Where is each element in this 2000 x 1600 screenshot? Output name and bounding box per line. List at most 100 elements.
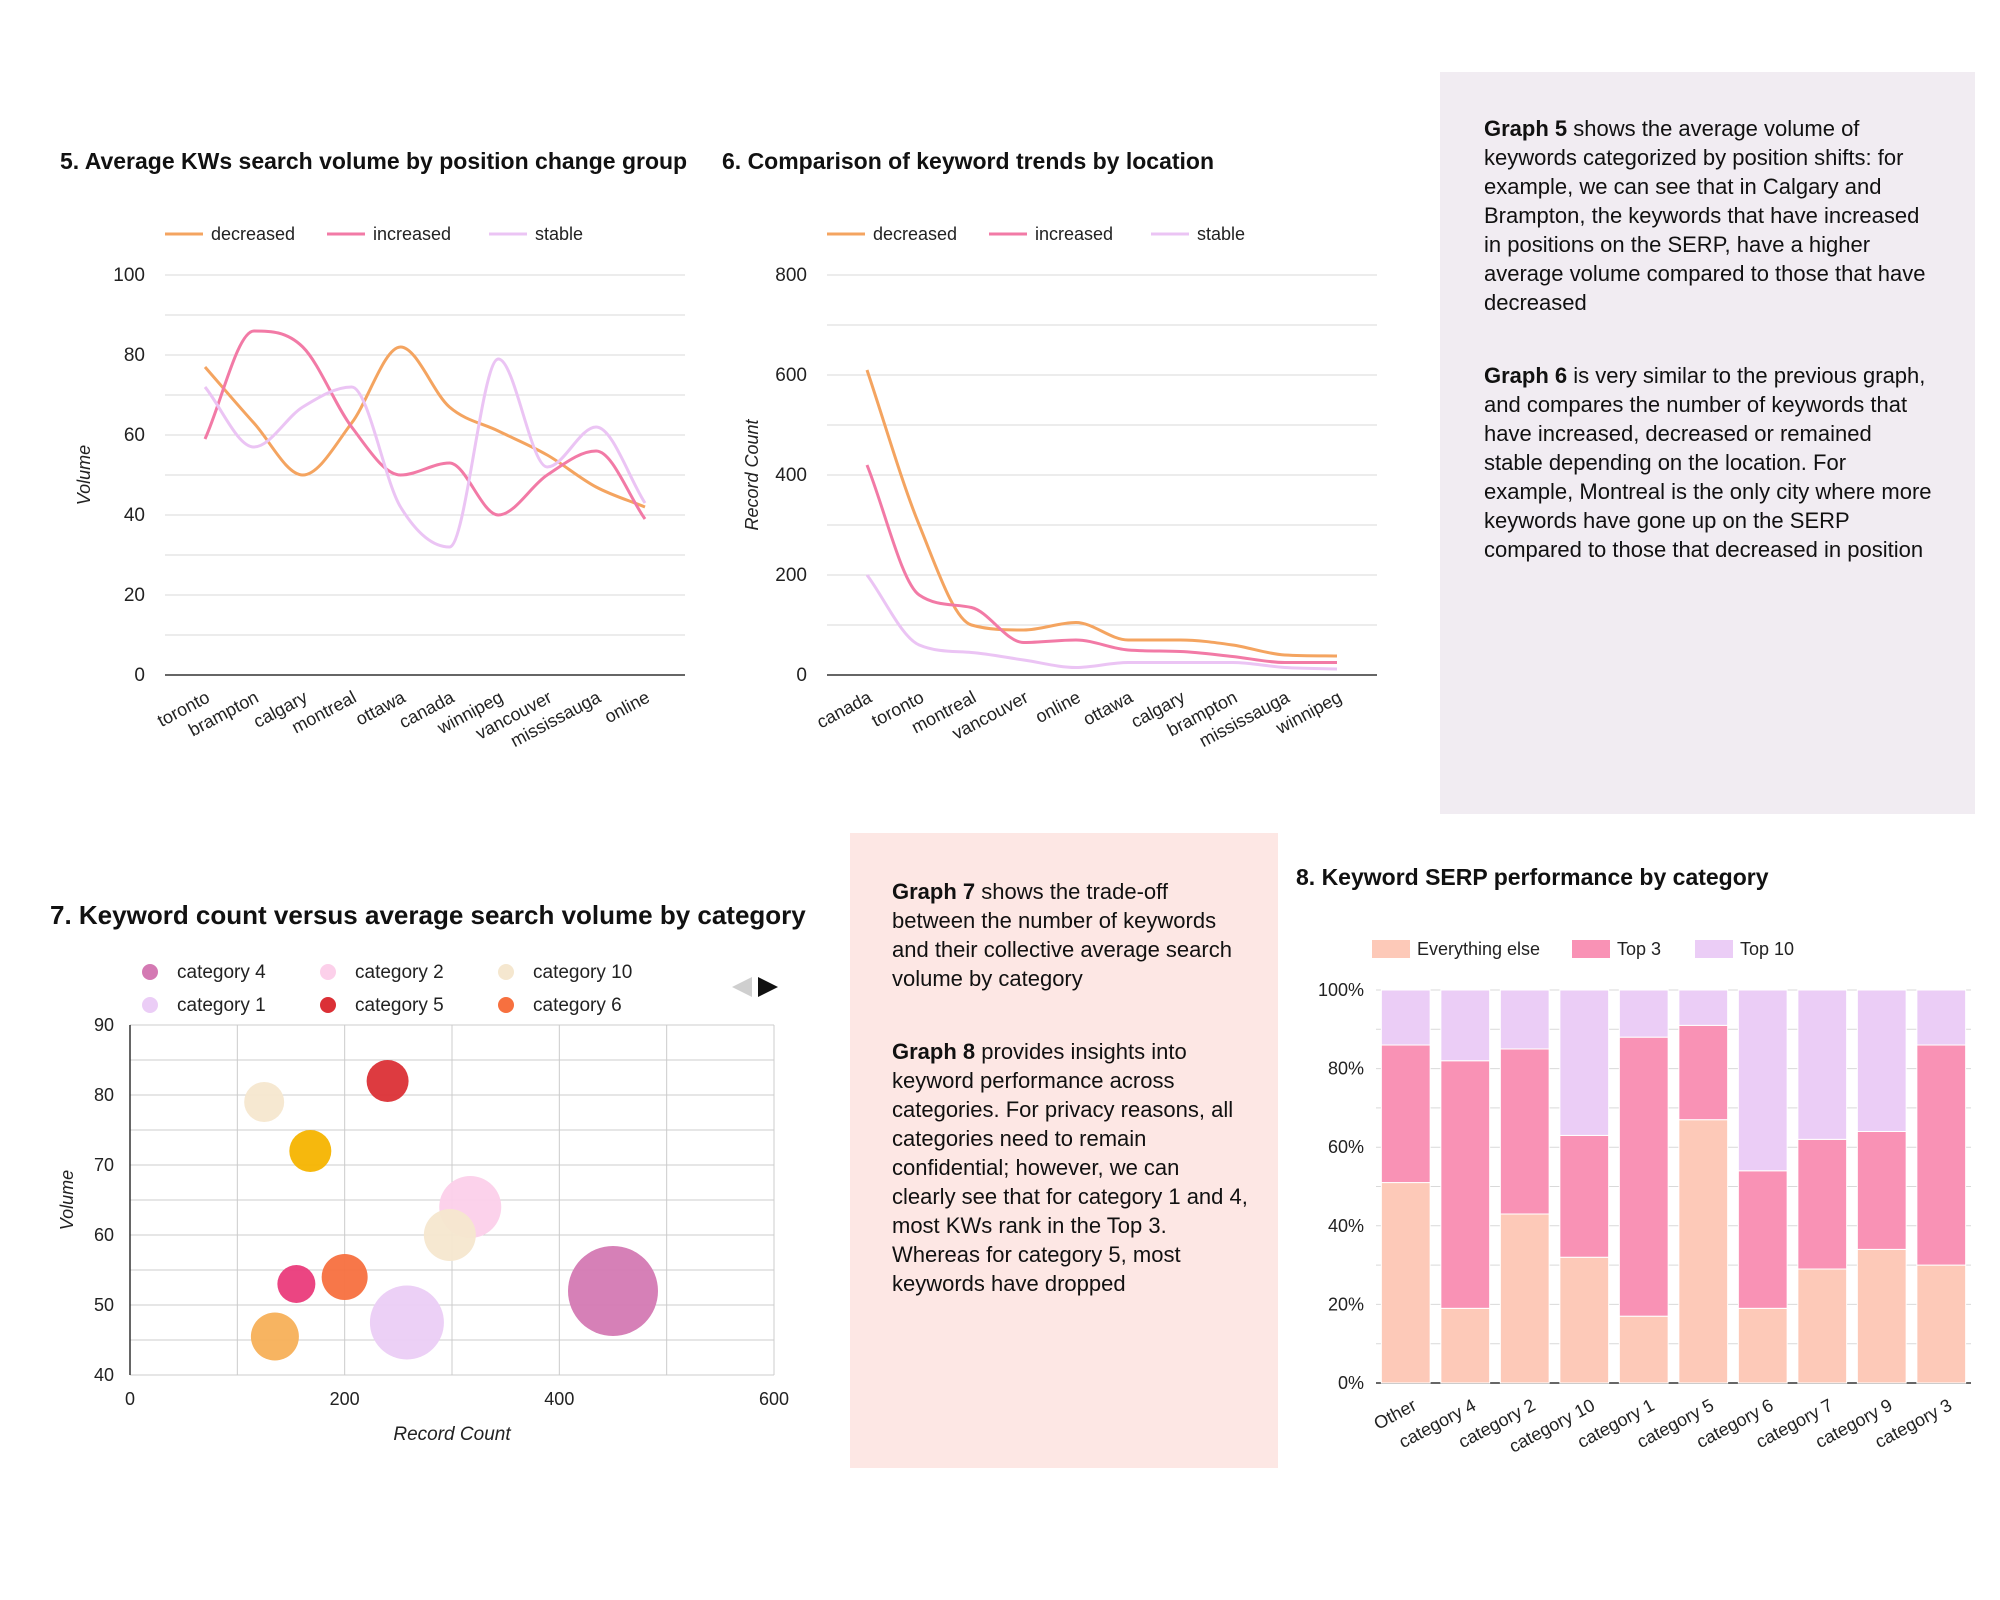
graph6-note: Graph 6 is very similar to the previous … — [1484, 361, 1933, 564]
chart8-bar-segment — [1797, 1268, 1848, 1384]
chart7-legend-swatch — [142, 997, 158, 1013]
graph8-note: Graph 8 provides insights into keyword p… — [892, 1037, 1248, 1298]
chart5-y-axis-label: Volume — [74, 445, 94, 505]
chart5-legend-label: stable — [535, 224, 583, 244]
graph5-note: Graph 5 shows the average volume of keyw… — [1484, 114, 1933, 317]
chart8-bar-segment — [1559, 1256, 1610, 1384]
graph5-6-notes: Graph 5 shows the average volume of keyw… — [1440, 72, 1975, 814]
chart7-bubble — [244, 1082, 285, 1122]
chart8-bar-segment — [1678, 1119, 1729, 1384]
chart5-y-tick-label: 20 — [124, 585, 145, 606]
chart6-y-tick-label: 400 — [775, 465, 807, 486]
chart8-bar-segment — [1678, 1024, 1729, 1121]
chart5-title: 5. Average KWs search volume by position… — [60, 148, 688, 174]
chart8-y-tick-label: 80% — [1328, 1059, 1364, 1079]
chart7-legend-label: category 1 — [177, 995, 266, 1016]
triangle-left-icon[interactable] — [732, 977, 752, 997]
chart7-bubble-chart: 40 50 60 70 80 90 0 200 400 600 Record Count Volume… — [57, 962, 789, 1445]
graph8-note-heading: Graph 8 — [892, 1039, 976, 1064]
chart7-x-axis-label: Record Count — [393, 1424, 511, 1445]
chart5-y-tick-label: 60 — [124, 425, 145, 446]
chart8-bar-segment — [1916, 1044, 1967, 1266]
chart8-bar-segment — [1856, 989, 1907, 1132]
chart7-bubble — [289, 1130, 332, 1172]
chart5-x-tick-label: online — [601, 687, 653, 727]
chart7-y-tick-label: 90 — [94, 1015, 114, 1035]
chart7-legend-swatch — [320, 997, 336, 1013]
chart7-y-tick-label: 50 — [94, 1295, 114, 1315]
chart8-bar-segment — [1678, 989, 1729, 1026]
graph7-note-text: shows the trade-off between the number o… — [892, 879, 1232, 991]
chart8-bar-segment — [1916, 1264, 1967, 1384]
chart8-bar-segment — [1440, 989, 1491, 1062]
chart7-y-tick-label: 60 — [94, 1225, 114, 1245]
chart8-bar-segment — [1499, 1213, 1550, 1384]
chart7-bubble — [277, 1265, 316, 1303]
chart7-legend-label: category 6 — [533, 995, 622, 1016]
chart8-legend-swatch — [1372, 940, 1410, 958]
chart7-bubble — [250, 1312, 299, 1361]
chart8-bar-segment — [1380, 989, 1431, 1046]
chart7-x-tick-label: 400 — [544, 1389, 574, 1409]
chart7-y-axis-label: Volume — [57, 1170, 77, 1230]
chart7-y-tick-label: 70 — [94, 1155, 114, 1175]
chart5-series-line-increased — [203, 329, 647, 520]
chart6-series-line-increased — [865, 464, 1337, 664]
chart8-bar-segment — [1499, 1048, 1550, 1215]
chart8-legend-swatch — [1572, 940, 1610, 958]
chart6-series-line-stable — [865, 574, 1338, 671]
chart8-legend-swatch — [1695, 940, 1733, 958]
chart7-legend-swatch — [142, 964, 158, 980]
chart7-bubble — [568, 1246, 658, 1336]
chart5-legend-label: decreased — [211, 224, 295, 244]
chart8-bar-segment — [1440, 1060, 1491, 1309]
chart7-x-tick-label: 200 — [330, 1389, 360, 1409]
chart6-legend-label: increased — [1035, 224, 1113, 244]
chart7-bubble — [321, 1254, 368, 1300]
chart6-y-tick-label: 200 — [775, 565, 807, 586]
chart8-bar-segment — [1916, 989, 1967, 1046]
chart6-title: 6. Comparison of keyword trends by locat… — [722, 148, 1215, 174]
chart7-y-tick-label: 40 — [94, 1365, 114, 1385]
chart7-bubble — [423, 1209, 476, 1261]
chart5-y-tick-label: 100 — [113, 265, 145, 286]
chart7-x-tick-label: 600 — [759, 1389, 789, 1409]
chart5-y-tick-label: 40 — [124, 505, 145, 526]
chart8-bar-segment — [1856, 1248, 1907, 1384]
chart6-legend-label: decreased — [873, 224, 957, 244]
chart7-x-tick-label: 0 — [125, 1389, 135, 1409]
chart7-legend-label: category 10 — [533, 962, 632, 983]
chart8-bar-segment — [1559, 989, 1610, 1136]
chart6-series-line-decreased — [865, 369, 1338, 658]
chart5-legend-label: increased — [373, 224, 451, 244]
chart5-y-tick-label: 0 — [134, 665, 145, 686]
chart8-bar-segment — [1618, 1036, 1669, 1317]
chart8-y-tick-label: 60% — [1328, 1137, 1364, 1157]
graph8-note-text: provides insights into keyword performan… — [892, 1039, 1248, 1296]
chart8-bar-segment — [1440, 1307, 1491, 1384]
chart8-bar-segment — [1797, 989, 1848, 1140]
graph7-note: Graph 7 shows the trade-off between the … — [892, 877, 1248, 993]
chart6-x-tick-label: canada — [813, 686, 875, 732]
chart7-title: 7. Keyword count versus average search v… — [50, 900, 806, 930]
chart6-y-axis-label: Record Count — [742, 418, 762, 530]
chart8-y-tick-label: 0% — [1338, 1373, 1364, 1393]
chart6-y-tick-label: 800 — [775, 265, 807, 286]
chart7-bubble — [369, 1285, 444, 1360]
chart5-series-line-stable — [203, 357, 647, 549]
chart8-bar-segment — [1499, 989, 1550, 1050]
chart8-title: 8. Keyword SERP performance by category — [1296, 864, 1769, 890]
graph5-note-heading: Graph 5 — [1484, 116, 1568, 141]
chart7-legend-swatch — [498, 997, 514, 1013]
chart5-line-chart: 020406080100Volumetorontobramptoncalgary… — [74, 224, 685, 751]
chart8-legend-label: Top 10 — [1740, 939, 1794, 959]
chart8-bar-segment — [1618, 989, 1669, 1038]
chart8-y-tick-label: 100% — [1318, 980, 1364, 1000]
chart6-x-tick-label: ottawa — [1080, 686, 1137, 729]
chart8-bar-segment — [1380, 1044, 1431, 1184]
chart8-bar-segment — [1737, 1307, 1788, 1384]
chart8-bar-segment — [1737, 1170, 1788, 1309]
chart5-y-tick-label: 80 — [124, 345, 145, 366]
triangle-right-icon[interactable] — [758, 977, 778, 997]
chart8-bar-segment — [1797, 1138, 1848, 1270]
